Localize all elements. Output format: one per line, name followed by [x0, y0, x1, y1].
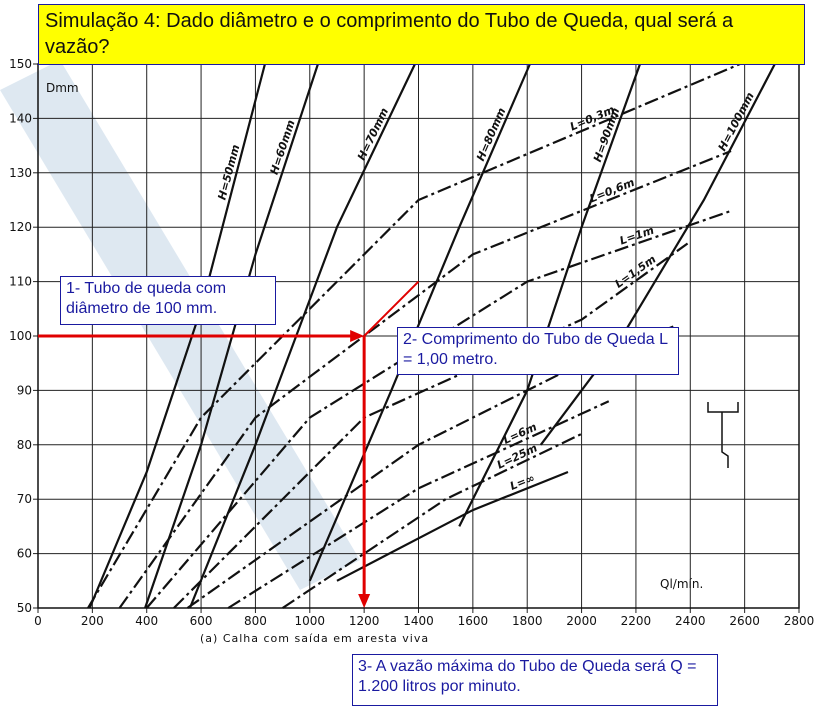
y-tick-label: 110: [9, 275, 32, 289]
annotation: 2- Comprimento do Tubo de Queda L = 1,00…: [397, 327, 679, 375]
x-tick-label: 2800: [784, 614, 815, 628]
x-tick-label: 1600: [458, 614, 489, 628]
x-tick-label: 1000: [295, 614, 326, 628]
curve: [87, 62, 741, 609]
watermark: [0, 60, 360, 590]
curve-label: L=0,6m: [588, 176, 637, 206]
annotation: 1- Tubo de queda com diâmetro de 100 mm.: [60, 276, 276, 325]
y-tick-label: 120: [9, 220, 32, 234]
x-tick-label: 200: [81, 614, 104, 628]
title-box: Simulação 4: Dado diâmetro e o comprimen…: [38, 4, 805, 65]
y-tick-label: 70: [17, 492, 32, 506]
annotation: 3- A vazão máxima do Tubo de Queda será …: [352, 654, 718, 706]
reading-line: [363, 280, 420, 337]
x-axis-label: Ql/mín.: [660, 577, 703, 591]
curve: [144, 63, 319, 609]
curve-label: H=60mm: [268, 118, 298, 176]
curve: [458, 63, 642, 527]
curve-label: H=50mm: [216, 143, 243, 201]
x-tick-label: 2400: [675, 614, 706, 628]
y-tick-label: 100: [9, 329, 32, 343]
x-tick-label: 600: [190, 614, 213, 628]
curve: [88, 63, 267, 609]
x-tick-label: 2600: [729, 614, 760, 628]
x-tick-label: 2000: [566, 614, 597, 628]
y-tick-label: 50: [17, 601, 32, 615]
curve: [539, 63, 776, 446]
y-tick-label: 60: [17, 547, 32, 561]
x-tick-label: 1400: [403, 614, 434, 628]
y-tick-label: 130: [9, 166, 32, 180]
caption: (a) Calha com saída em aresta viva: [200, 632, 429, 645]
curve: [336, 470, 569, 582]
x-tick-label: 0: [34, 614, 42, 628]
arrowhead: [350, 330, 365, 342]
curve-label: H=100mm: [716, 90, 757, 153]
x-tick-label: 800: [244, 614, 267, 628]
x-tick-label: 1200: [349, 614, 380, 628]
pipe-icon: [707, 402, 739, 468]
x-tick-label: 1800: [512, 614, 543, 628]
y-tick-label: 150: [9, 57, 32, 71]
curve: [308, 63, 531, 582]
x-tick-label: 2200: [621, 614, 652, 628]
curve-label: L=25m: [495, 441, 539, 471]
y-tick-label: 90: [17, 383, 32, 397]
y-axis-label: Dmm: [46, 81, 79, 95]
x-tick-label: 400: [135, 614, 158, 628]
y-tick-label: 140: [9, 111, 32, 125]
y-tick-label: 80: [17, 438, 32, 452]
arrowhead: [358, 594, 371, 608]
